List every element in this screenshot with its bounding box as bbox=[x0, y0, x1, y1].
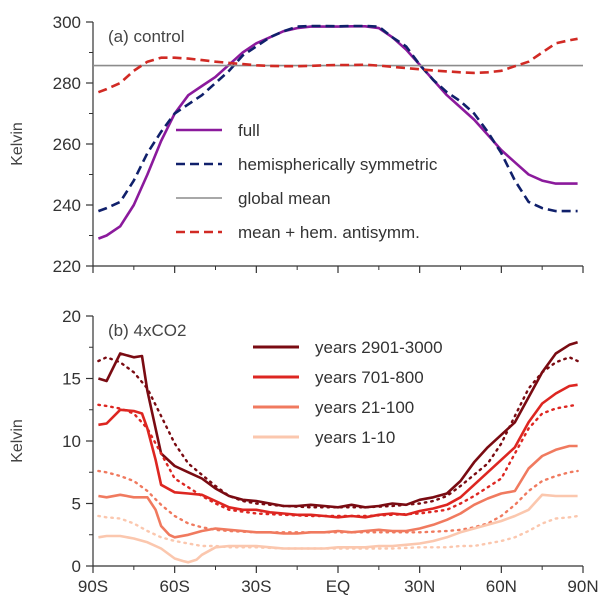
panel-title: (b) 4xCO2 bbox=[108, 321, 186, 340]
x-tick-label: EQ bbox=[326, 577, 351, 596]
series-years-1-10-line bbox=[98, 493, 578, 564]
x-tick-label: 30S bbox=[241, 577, 271, 596]
legend-label: mean + hem. antisymm. bbox=[238, 223, 420, 242]
legend-label: years 1-10 bbox=[315, 428, 395, 447]
series-hemispherically-symmetric-line bbox=[97, 24, 578, 213]
y-axis-label: Kelvin bbox=[9, 122, 26, 166]
y-tick-label: 220 bbox=[53, 257, 81, 276]
y-tick-label: 5 bbox=[72, 495, 81, 514]
x-tick-label: 30N bbox=[404, 577, 435, 596]
x-tick-label: 90S bbox=[78, 577, 108, 596]
y-tick-label: 20 bbox=[62, 307, 81, 326]
x-tick-label: 60N bbox=[486, 577, 517, 596]
panel-title: (a) control bbox=[108, 27, 185, 46]
series-years-2901-3000-line bbox=[98, 341, 578, 509]
series-years-21-100-line bbox=[98, 444, 578, 539]
series-full-line bbox=[97, 25, 578, 240]
series-mean-hem-antisymm-line bbox=[97, 37, 578, 94]
y-tick-label: 260 bbox=[53, 135, 81, 154]
series-years-1-10-symmetric-line bbox=[97, 514, 579, 550]
y-tick-label: 280 bbox=[53, 74, 81, 93]
panel-a-control: 220 240 260 280 300 Kelvin (a) control full hemi… bbox=[9, 13, 584, 276]
x-tick-label: 60S bbox=[160, 577, 190, 596]
y-axis-label: Kelvin bbox=[9, 419, 26, 463]
legend-label: full bbox=[238, 121, 260, 140]
legend-label: global mean bbox=[238, 189, 331, 208]
y-tick-label: 300 bbox=[53, 13, 81, 32]
legend-label: years 2901-3000 bbox=[315, 338, 443, 357]
legend-label: hemispherically symmetric bbox=[238, 155, 438, 174]
legend-label: years 21-100 bbox=[315, 398, 414, 417]
series-years-21-100-symmetric-line bbox=[97, 469, 579, 534]
y-tick-label: 240 bbox=[53, 196, 81, 215]
legend-label: years 701-800 bbox=[315, 368, 424, 387]
panel-b-4xco2: 0 5 10 15 20 90S 60S 30S EQ 30N 60N 90N Kelvin (b) 4x… bbox=[9, 307, 599, 596]
series-years-2901-3000-symmetric-line bbox=[97, 356, 579, 509]
y-tick-label: 10 bbox=[62, 432, 81, 451]
y-tick-label: 0 bbox=[72, 557, 81, 576]
series-years-701-800-line bbox=[98, 383, 578, 519]
x-tick-label: 90N bbox=[567, 577, 598, 596]
y-tick-label: 15 bbox=[62, 370, 81, 389]
